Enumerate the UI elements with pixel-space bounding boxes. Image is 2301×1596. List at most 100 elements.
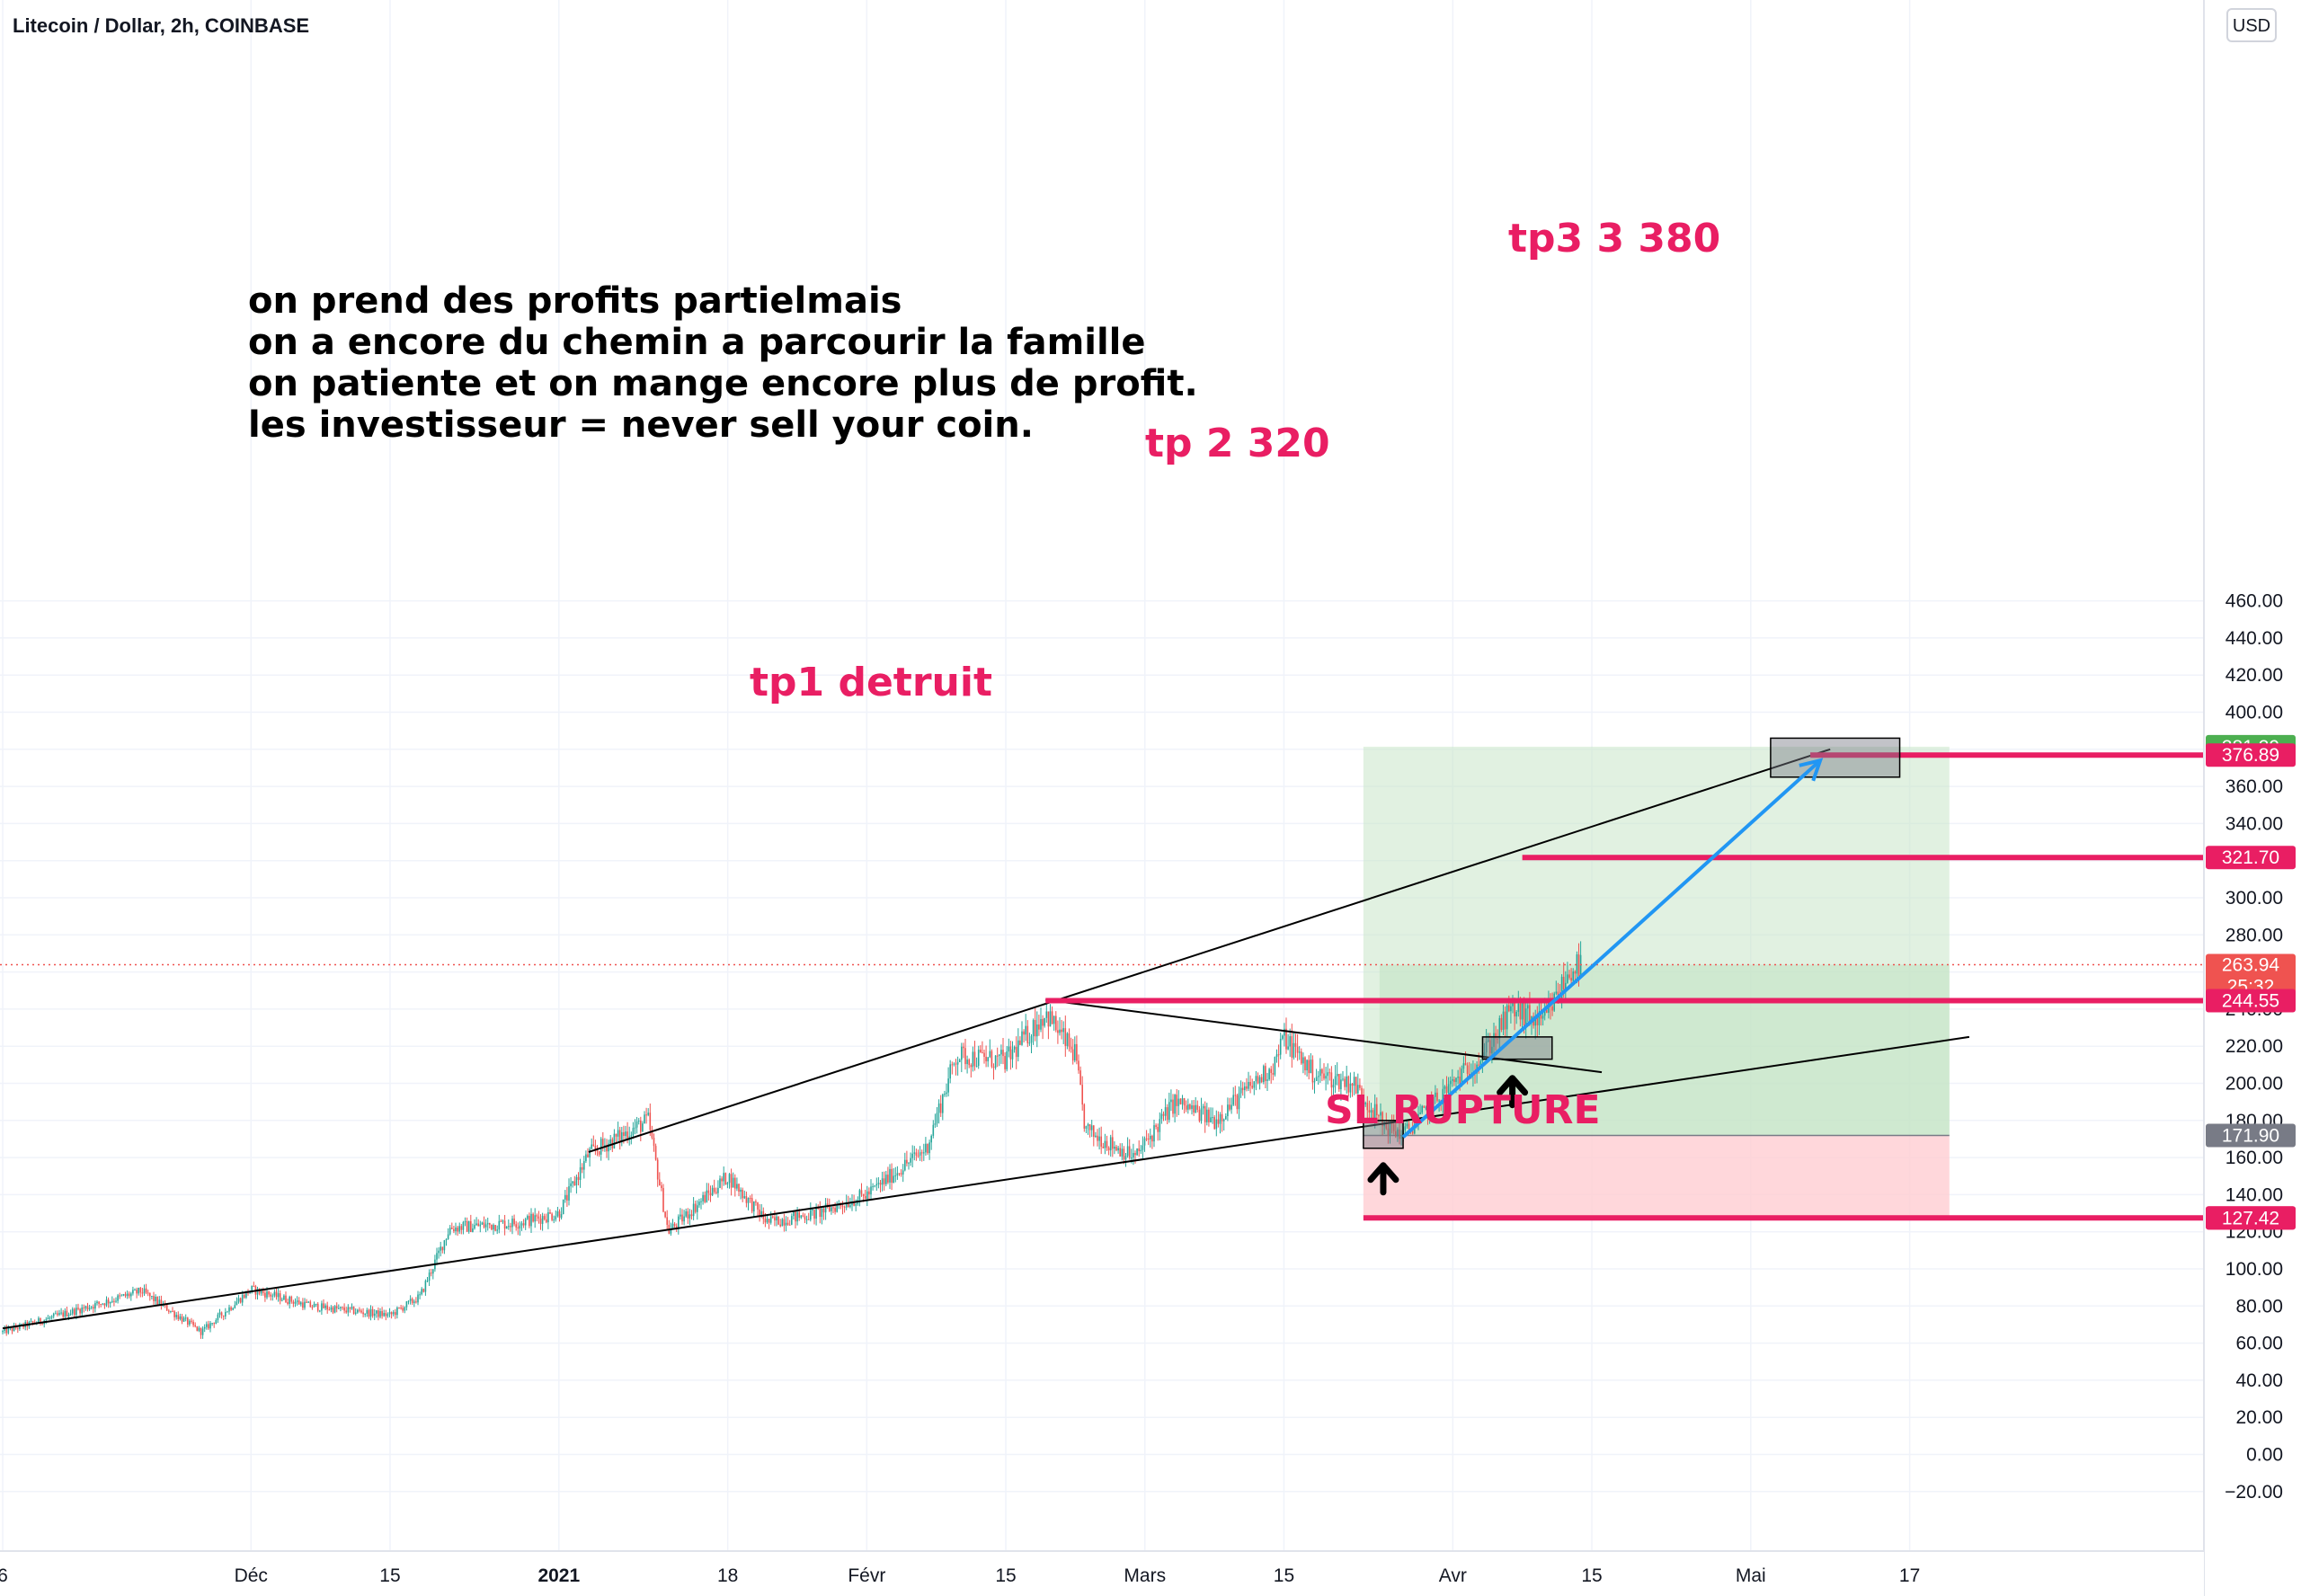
candle-body: [511, 1219, 513, 1228]
candle-body: [510, 1226, 511, 1228]
candle-body: [198, 1327, 200, 1331]
candle-body: [1260, 1077, 1263, 1083]
price-tick-label: 340.00: [2225, 813, 2283, 834]
candle-body: [551, 1213, 553, 1220]
candle-body: [184, 1317, 187, 1319]
candle-body: [944, 1094, 946, 1095]
candle-body: [1206, 1109, 1208, 1122]
candle-body: [371, 1308, 374, 1317]
candle-body: [1107, 1148, 1110, 1151]
candle-body: [239, 1298, 242, 1303]
candle-body: [585, 1154, 587, 1162]
candle-body: [1453, 1079, 1455, 1083]
candle-body: [316, 1303, 319, 1311]
time-axis-panel[interactable]: [0, 1551, 2204, 1596]
price-tick-label: 280.00: [2225, 925, 2283, 945]
candle-body: [877, 1183, 880, 1184]
price-tick-label: 420.00: [2225, 665, 2283, 686]
candle-body: [1515, 1012, 1517, 1017]
candle-body: [564, 1194, 566, 1200]
candle-body: [1570, 978, 1572, 981]
candle-body: [432, 1269, 434, 1274]
candle-body: [618, 1130, 621, 1141]
candle-body: [283, 1295, 285, 1300]
candle-body: [467, 1220, 470, 1232]
time-tick-label: 6: [0, 1565, 8, 1586]
candle-body: [822, 1208, 825, 1213]
candle-body: [120, 1295, 123, 1297]
candle-body: [1142, 1145, 1144, 1150]
price-tick-label: 20.00: [2235, 1407, 2283, 1428]
candle-body: [128, 1293, 130, 1297]
currency-button[interactable]: USD: [2226, 8, 2277, 42]
candle-body: [973, 1051, 976, 1067]
candle-body: [1123, 1148, 1125, 1160]
time-axis[interactable]: 6 Déc 15 2021 18 Févr 15 Mars 15 Avr 15 Mai 17: [0, 1565, 1920, 1586]
candle-body: [898, 1173, 901, 1175]
candle-body: [558, 1210, 561, 1219]
candle-body: [819, 1208, 822, 1218]
candle-body: [1051, 1011, 1053, 1024]
candle-body: [719, 1178, 721, 1188]
candle-body: [934, 1123, 937, 1125]
candle-body: [1510, 1006, 1512, 1012]
candle-body: [1079, 1070, 1081, 1086]
candle-body: [438, 1250, 440, 1254]
candle-body: [1308, 1060, 1310, 1074]
candle-body: [1291, 1036, 1293, 1058]
candle-body: [1126, 1146, 1129, 1157]
candle-body: [352, 1307, 355, 1314]
candle-body: [17, 1328, 19, 1330]
candle-body: [298, 1300, 300, 1305]
candle-body: [742, 1189, 743, 1199]
candle-body: [1285, 1028, 1287, 1050]
candle-body: [9, 1327, 12, 1329]
candle-body: [956, 1061, 959, 1065]
symbol-title[interactable]: Litecoin / Dollar, 2h, COINBASE: [13, 14, 309, 37]
candle-body: [156, 1297, 158, 1305]
candle-body: [117, 1295, 119, 1301]
candle-body: [306, 1301, 307, 1303]
candle-body: [1304, 1057, 1306, 1071]
candle-body: [330, 1307, 333, 1310]
candle-body: [415, 1301, 417, 1303]
candle-body: [1213, 1117, 1215, 1130]
candle-body: [1023, 1031, 1025, 1035]
candle-body: [153, 1296, 155, 1301]
candle-body: [1021, 1031, 1023, 1045]
candle-body: [1487, 1040, 1489, 1042]
candle-body: [360, 1310, 362, 1313]
candle-body: [1162, 1113, 1165, 1116]
price-axis-panel[interactable]: [2204, 0, 2301, 1567]
candle-body: [547, 1211, 549, 1223]
candle-body: [234, 1305, 236, 1308]
candle-body: [447, 1234, 449, 1239]
candle-body: [1313, 1080, 1316, 1083]
candle-body: [477, 1223, 479, 1227]
candle-body: [1131, 1157, 1133, 1159]
candle-body: [575, 1176, 578, 1186]
candle-body: [31, 1321, 34, 1323]
candle-body: [532, 1213, 534, 1222]
candle-body: [1202, 1105, 1204, 1109]
candle-body: [1310, 1060, 1312, 1074]
candle-body: [831, 1207, 832, 1211]
candle-body: [1485, 1041, 1488, 1053]
projection-arrow-line: [1401, 758, 1822, 1139]
candle-body: [1187, 1104, 1189, 1110]
candle-body: [1527, 1005, 1529, 1009]
candle-body: [1112, 1137, 1114, 1149]
candle-body: [302, 1302, 304, 1308]
candle-body: [1244, 1086, 1246, 1091]
stop-zone: [1363, 1135, 1950, 1219]
candle-body: [985, 1056, 987, 1062]
candle-body: [972, 1051, 974, 1068]
candle-body: [779, 1224, 781, 1227]
candle-body: [1514, 1001, 1515, 1017]
lower-support-line: [2, 1035, 1970, 1330]
candle-body: [1239, 1087, 1242, 1094]
candle-body: [1555, 991, 1558, 994]
candle-body: [692, 1203, 695, 1217]
candle-body: [40, 1317, 41, 1323]
